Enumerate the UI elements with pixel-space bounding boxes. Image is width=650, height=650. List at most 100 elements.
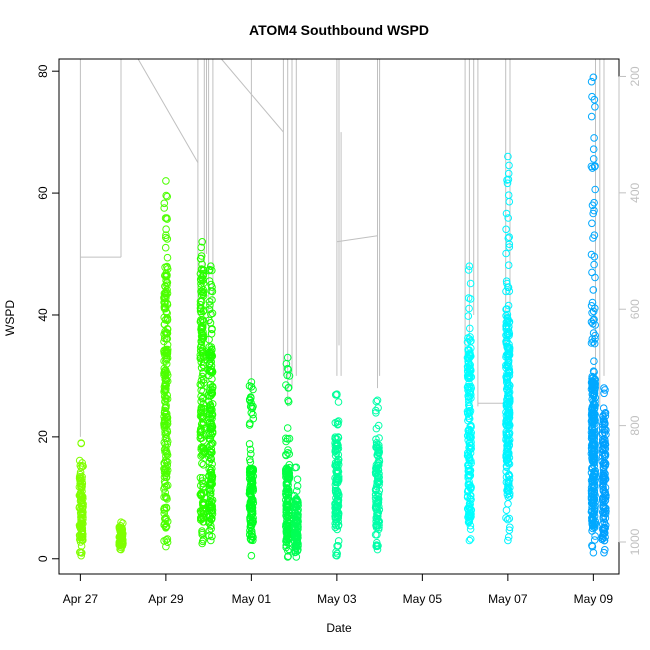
right-tick-label: 1000 [628, 528, 642, 555]
data-point [163, 419, 172, 428]
data-point [283, 353, 292, 362]
data-point [205, 490, 214, 498]
data-point [333, 390, 341, 399]
data-point [196, 426, 205, 434]
data-point [590, 162, 599, 171]
data-point [246, 531, 254, 539]
data-point [589, 410, 597, 419]
data-point [504, 500, 512, 508]
data-point [282, 543, 291, 552]
data-point [587, 112, 596, 121]
data-point [197, 243, 205, 252]
data-point [294, 533, 302, 542]
data-point [78, 459, 86, 467]
data-point [505, 243, 514, 251]
data-point [206, 301, 214, 309]
data-point [163, 538, 172, 547]
data-point [503, 314, 512, 322]
data-point [502, 249, 510, 258]
data-point [589, 515, 598, 524]
data-point [333, 475, 342, 483]
data-point [197, 283, 206, 292]
data-point [464, 392, 473, 401]
data-point [196, 434, 205, 443]
data-point [591, 379, 600, 388]
data-point [466, 466, 475, 475]
data-point [284, 446, 292, 454]
data-point [246, 501, 254, 510]
data-point [245, 490, 254, 498]
data-point [502, 340, 511, 348]
data-point [292, 503, 301, 512]
data-point [246, 455, 254, 464]
data-point [467, 344, 475, 353]
data-point [333, 542, 341, 550]
data-point [197, 386, 205, 395]
data-point [504, 449, 513, 458]
data-point [208, 296, 216, 304]
data-point [467, 512, 475, 521]
data-point [163, 354, 172, 362]
data-point [208, 287, 217, 296]
data-point [375, 517, 384, 526]
data-point [162, 269, 170, 278]
data-point [208, 346, 216, 354]
data-point [375, 434, 383, 442]
data-point [591, 520, 600, 528]
data-point [464, 266, 473, 274]
data-point [465, 262, 474, 271]
data-point [591, 103, 599, 111]
data-point [77, 483, 85, 492]
data-point [117, 545, 125, 554]
data-point [375, 473, 384, 482]
data-point [372, 443, 380, 452]
data-point [197, 491, 206, 500]
data-point [465, 379, 473, 388]
data-point [292, 533, 300, 542]
data-point [163, 461, 171, 470]
data-point [600, 418, 609, 427]
data-point [162, 376, 171, 385]
data-point [587, 441, 596, 450]
data-point [591, 273, 599, 282]
data-point [249, 385, 257, 394]
data-point [464, 395, 473, 404]
data-point [334, 467, 343, 476]
data-point [502, 463, 511, 472]
data-point [206, 347, 215, 356]
data-point [247, 551, 256, 560]
data-point [601, 409, 610, 417]
data-point [589, 316, 598, 325]
data-point [598, 481, 607, 490]
data-point [589, 450, 598, 458]
data-point [208, 472, 217, 481]
data-point [117, 518, 125, 527]
data-point [200, 507, 208, 516]
data-point [161, 271, 169, 280]
data-point [600, 426, 609, 434]
data-point [587, 469, 596, 477]
data-point [588, 503, 596, 511]
data-point [248, 403, 256, 411]
data-point [465, 426, 474, 434]
right-axis: 200 400 600 800 1000 [618, 66, 642, 555]
data-point [161, 427, 169, 436]
grey-line-segment [137, 58, 199, 163]
data-point [467, 366, 475, 375]
data-point [373, 396, 382, 405]
grey-line-trace [79, 58, 605, 437]
data-point [197, 489, 206, 497]
data-point [505, 197, 514, 206]
data-point [599, 435, 607, 444]
data-point [162, 522, 170, 530]
data-point [334, 417, 343, 425]
point-cluster [160, 177, 172, 551]
data-point [205, 266, 213, 275]
data-point [588, 404, 596, 413]
data-point [589, 548, 598, 557]
right-tick-label: 800 [628, 415, 642, 435]
data-point [504, 536, 512, 545]
data-point [293, 475, 302, 484]
data-point [246, 490, 255, 499]
data-point [197, 406, 205, 415]
